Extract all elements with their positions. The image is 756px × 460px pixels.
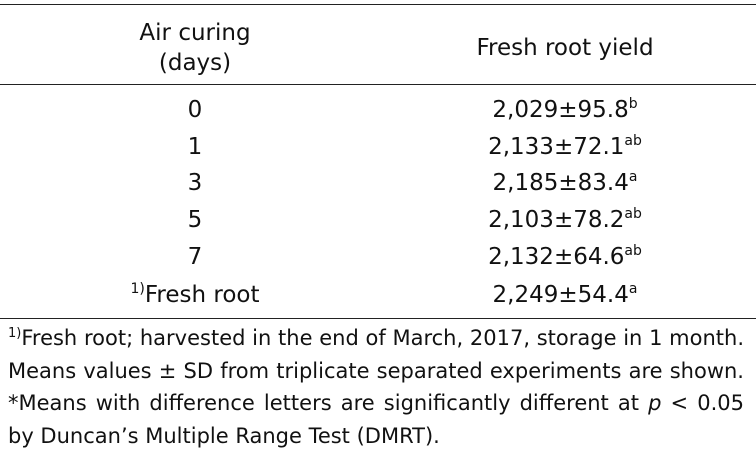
value-superscript: a [628, 169, 638, 185]
label-text: 7 [187, 244, 203, 270]
label-text: 3 [187, 170, 203, 196]
row-value: 2,249±54.4a [390, 280, 740, 310]
value-text: 2,185±83.4 [492, 170, 629, 196]
value-text: 2,103±78.2 [488, 207, 625, 233]
footnote-text: < 0.05 by Duncan’s Multiple Range Test (… [8, 391, 744, 448]
row-value: 2,133±72.1ab [390, 132, 740, 162]
value-text: 2,029±95.8 [492, 97, 629, 123]
value-superscript: b [628, 96, 638, 112]
value-superscript: ab [624, 243, 642, 259]
label-text: 5 [187, 207, 203, 233]
footnote-text: Fresh root; harvested in the end of Marc… [8, 326, 744, 415]
bottom-rule [0, 318, 756, 319]
value-text: 2,133±72.1 [488, 134, 625, 160]
header-line: (days) [158, 50, 232, 76]
row-label: 1 [40, 132, 350, 162]
row-label: 3 [40, 168, 350, 198]
value-text: 2,249±54.4 [492, 282, 629, 308]
header-cell: Air curing (days) [40, 18, 350, 78]
header-rule [0, 84, 756, 85]
header-line: Air curing [139, 20, 251, 46]
row-value: 2,132±64.6ab [390, 242, 740, 272]
value-superscript: a [628, 281, 638, 297]
footnote-marker: 1) [8, 326, 22, 341]
label-text: 1 [187, 134, 203, 160]
label-text: Fresh root [144, 282, 260, 308]
row-value: 2,103±78.2ab [390, 205, 740, 235]
row-label: 5 [40, 205, 350, 235]
footnote-italic: p [648, 391, 662, 415]
value-superscript: ab [624, 133, 642, 149]
label-superscript: 1) [130, 281, 145, 297]
top-rule [0, 4, 756, 5]
header-cell: Fresh root yield [390, 33, 740, 63]
value-text: 2,132±64.6 [488, 244, 625, 270]
row-value: 2,185±83.4a [390, 168, 740, 198]
value-superscript: ab [624, 206, 642, 222]
row-label: 1)Fresh root [40, 280, 350, 310]
label-text: 0 [187, 97, 203, 123]
row-value: 2,029±95.8b [390, 95, 740, 125]
row-label: 7 [40, 242, 350, 272]
header-line: Fresh root yield [476, 35, 654, 61]
row-label: 0 [40, 95, 350, 125]
footnote: 1)Fresh root; harvested in the end of Ma… [8, 322, 744, 452]
